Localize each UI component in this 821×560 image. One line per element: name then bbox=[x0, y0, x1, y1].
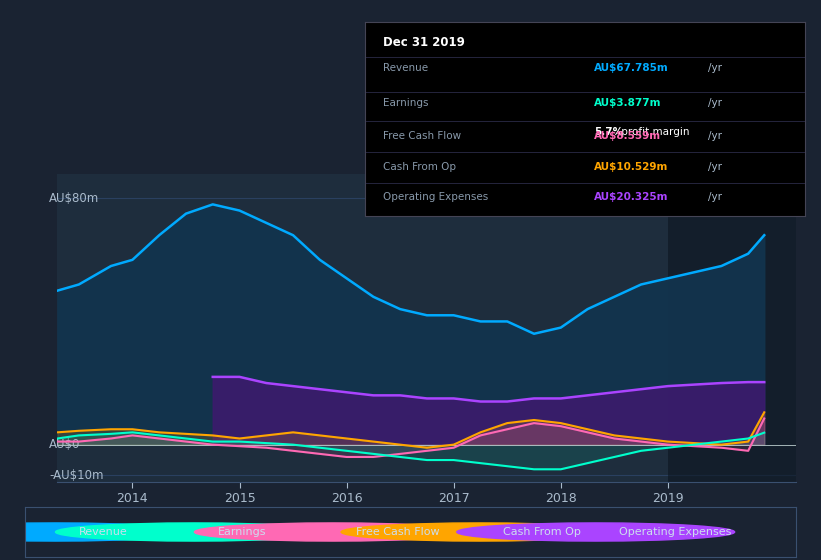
Text: AU$3.877m: AU$3.877m bbox=[594, 98, 661, 108]
Text: Operating Expenses: Operating Expenses bbox=[619, 527, 732, 537]
Text: Revenue: Revenue bbox=[79, 527, 127, 537]
Text: Earnings: Earnings bbox=[218, 527, 266, 537]
Text: AU$67.785m: AU$67.785m bbox=[594, 63, 668, 73]
Text: Earnings: Earnings bbox=[383, 98, 429, 108]
Circle shape bbox=[195, 523, 472, 541]
Text: AU$20.325m: AU$20.325m bbox=[594, 193, 668, 202]
Circle shape bbox=[341, 523, 619, 541]
Text: /yr: /yr bbox=[708, 98, 722, 108]
Text: Cash From Op: Cash From Op bbox=[383, 161, 456, 171]
Text: AU$0: AU$0 bbox=[49, 438, 80, 451]
Text: /yr: /yr bbox=[708, 130, 722, 141]
Text: AU$80m: AU$80m bbox=[49, 192, 99, 205]
Text: AU$10.529m: AU$10.529m bbox=[594, 161, 668, 171]
Text: Revenue: Revenue bbox=[383, 63, 428, 73]
Text: Operating Expenses: Operating Expenses bbox=[383, 193, 488, 202]
Text: -AU$10m: -AU$10m bbox=[49, 469, 103, 482]
Circle shape bbox=[56, 523, 333, 541]
Text: Cash From Op: Cash From Op bbox=[503, 527, 581, 537]
Text: /yr: /yr bbox=[708, 63, 722, 73]
Text: AU$8.559m: AU$8.559m bbox=[594, 130, 661, 141]
Circle shape bbox=[0, 523, 195, 541]
Text: Dec 31 2019: Dec 31 2019 bbox=[383, 36, 465, 49]
Text: 5.7%: 5.7% bbox=[594, 127, 623, 137]
Text: /yr: /yr bbox=[708, 161, 722, 171]
Bar bbox=[667, 174, 796, 482]
Text: /yr: /yr bbox=[708, 193, 722, 202]
Text: profit margin: profit margin bbox=[618, 127, 690, 137]
Circle shape bbox=[456, 523, 735, 541]
Text: Free Cash Flow: Free Cash Flow bbox=[383, 130, 461, 141]
Text: Free Cash Flow: Free Cash Flow bbox=[356, 527, 440, 537]
